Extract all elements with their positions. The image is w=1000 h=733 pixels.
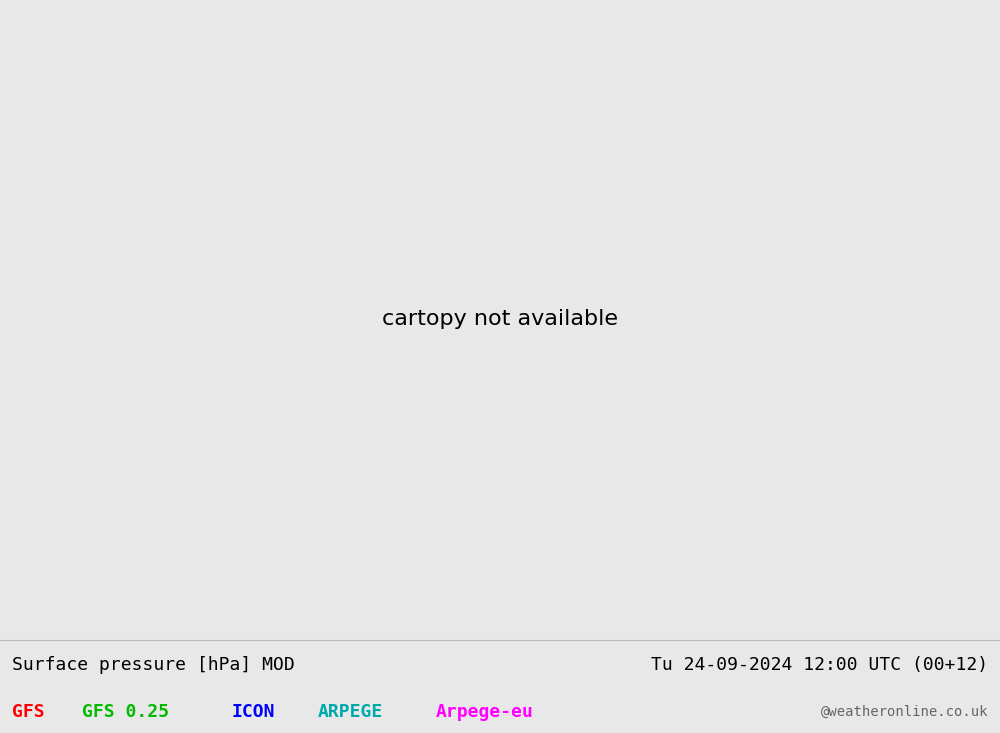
Text: Tu 24-09-2024 12:00 UTC (00+12): Tu 24-09-2024 12:00 UTC (00+12) [651, 655, 988, 674]
Text: ICON: ICON [232, 703, 276, 721]
Text: Surface pressure [hPa] MOD: Surface pressure [hPa] MOD [12, 655, 295, 674]
Text: @weatheronline.co.uk: @weatheronline.co.uk [820, 705, 988, 719]
Text: Arpege-eu: Arpege-eu [436, 703, 534, 721]
Text: GFS: GFS [12, 703, 45, 721]
Text: cartopy not available: cartopy not available [382, 309, 618, 329]
Text: GFS 0.25: GFS 0.25 [82, 703, 169, 721]
Text: ARPEGE: ARPEGE [318, 703, 383, 721]
